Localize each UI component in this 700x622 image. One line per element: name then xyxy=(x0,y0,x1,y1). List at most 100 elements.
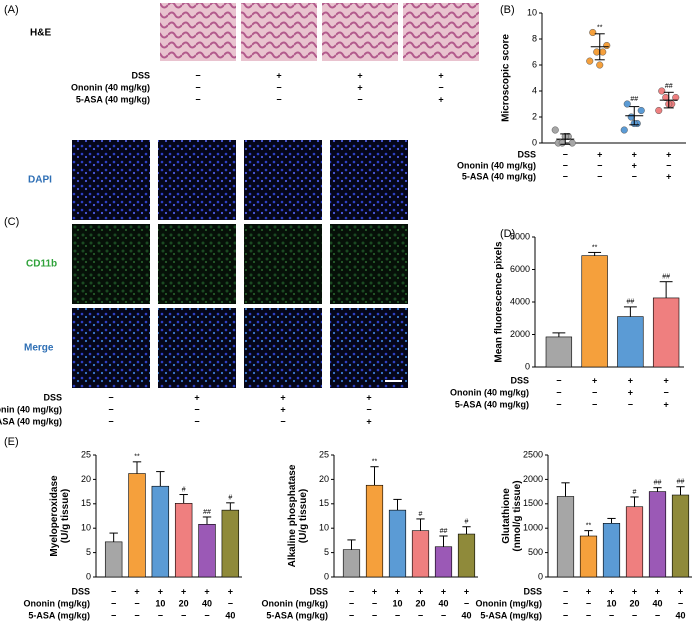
annotation: ** xyxy=(586,522,592,529)
treatment-sign: 10 xyxy=(392,598,402,608)
micrograph xyxy=(244,308,322,388)
treatment-sign: − xyxy=(592,387,597,397)
bar xyxy=(648,491,667,578)
annotation: ## xyxy=(626,299,634,306)
treatment-sign: − xyxy=(108,416,113,426)
treatment-sign: − xyxy=(349,610,354,620)
treatment-sign: + xyxy=(609,586,614,596)
treatment-sign: + xyxy=(632,160,637,170)
treatment-sign: + xyxy=(181,586,186,596)
annotation: ## xyxy=(665,83,673,90)
y-tick-label: 6 xyxy=(532,59,537,69)
treatment-sign: − xyxy=(556,375,561,385)
data-point xyxy=(627,113,635,121)
treatment-sign: − xyxy=(111,610,116,620)
micrograph xyxy=(322,3,398,61)
treatment-sign: + xyxy=(204,586,209,596)
annotation: ## xyxy=(677,479,685,486)
treatment-label: DSS xyxy=(309,586,328,596)
treatment-label: DSS xyxy=(71,586,90,596)
y-tick-label: 5 xyxy=(324,547,329,557)
treatment-sign: + xyxy=(395,586,400,596)
bar xyxy=(545,336,573,368)
panel-label: (E) xyxy=(4,436,19,448)
treatment-sign: + xyxy=(632,149,637,159)
y-tick-label: 2000 xyxy=(510,329,530,339)
treatment-sign: + xyxy=(134,586,139,596)
treatment-label: DSS xyxy=(523,586,542,596)
treatment-sign: − xyxy=(108,404,113,414)
treatment-sign: + xyxy=(464,586,469,596)
y-tick-label: 15 xyxy=(319,498,329,508)
treatment-sign: 20 xyxy=(629,598,639,608)
data-point xyxy=(593,48,601,56)
treatment-sign: − xyxy=(563,160,568,170)
micrograph xyxy=(72,140,150,220)
treatment-sign: − xyxy=(349,586,354,596)
bar xyxy=(652,297,680,368)
micrograph xyxy=(330,140,408,220)
stain-label: H&E xyxy=(30,28,51,39)
y-tick-label: 8 xyxy=(532,33,537,43)
treatment-sign: + xyxy=(418,586,423,596)
micrograph xyxy=(244,224,322,304)
treatment-sign: − xyxy=(655,610,660,620)
y-tick-label: 5 xyxy=(86,547,91,557)
data-point xyxy=(655,106,663,115)
treatment-sign: 20 xyxy=(179,598,189,608)
treatment-label: 5-ASA (mg/kg) xyxy=(480,610,542,620)
annotation: ** xyxy=(134,454,140,461)
treatment-sign: + xyxy=(280,392,285,402)
treatment-sign: + xyxy=(276,70,281,80)
treatment-sign: 10 xyxy=(155,598,165,608)
treatment-sign: + xyxy=(586,586,591,596)
treatment-sign: + xyxy=(357,82,362,92)
annotation: # xyxy=(182,486,186,493)
bar xyxy=(625,506,644,578)
treatment-sign: − xyxy=(372,610,377,620)
treatment-sign: 40 xyxy=(438,598,448,608)
panel-label: (A) xyxy=(4,4,19,16)
treatment-sign: − xyxy=(563,586,568,596)
treatment-sign: − xyxy=(563,171,568,181)
y-tick-label: 15 xyxy=(81,498,91,508)
treatment-label: 5-ASA (mg/kg) xyxy=(266,610,328,620)
data-point xyxy=(558,139,566,147)
annotation: ## xyxy=(203,509,211,516)
treatment-sign: − xyxy=(276,82,281,92)
y-tick-label: 10 xyxy=(527,7,537,17)
treatment-label: Ononin (40 mg/kg) xyxy=(0,404,62,414)
treatment-label: Ononin (40 mg/kg) xyxy=(457,160,536,170)
treatment-sign: − xyxy=(563,598,568,608)
bar xyxy=(434,546,453,578)
treatment-sign: − xyxy=(111,598,116,608)
he-images xyxy=(160,3,479,61)
treatment-sign: − xyxy=(366,404,371,414)
treatment-sign: − xyxy=(111,586,116,596)
y-tick-label: 6000 xyxy=(510,264,530,274)
micrograph xyxy=(330,308,408,388)
treatment-sign: 10 xyxy=(606,598,616,608)
annotation: ** xyxy=(597,24,603,31)
treatment-sign: + xyxy=(632,586,637,596)
y-tick-label: 0 xyxy=(324,571,329,581)
treatment-sign: + xyxy=(366,416,371,426)
panel-label: (D) xyxy=(500,228,515,240)
micrograph xyxy=(241,3,317,61)
treatment-sign: − xyxy=(438,82,443,92)
bar xyxy=(602,523,621,578)
treatment-label: Ononin (40 mg/kg) xyxy=(450,387,529,397)
treatment-sign: + xyxy=(663,399,668,409)
treatment-sign: − xyxy=(609,610,614,620)
y-axis-label: Alkaline phosphatase xyxy=(287,464,298,567)
y-tick-label: 1500 xyxy=(523,498,543,508)
y-tick-label: 1000 xyxy=(523,523,543,533)
treatment-sign: + xyxy=(663,375,668,385)
y-axis-label: Myeloperoxidase xyxy=(49,475,60,557)
panel-label: (B) xyxy=(500,4,515,16)
bar xyxy=(671,494,690,578)
treatment-sign: − xyxy=(108,392,113,402)
stain-label: DAPI xyxy=(28,175,52,186)
data-point xyxy=(623,100,631,108)
y-tick-label: 4 xyxy=(532,85,537,95)
